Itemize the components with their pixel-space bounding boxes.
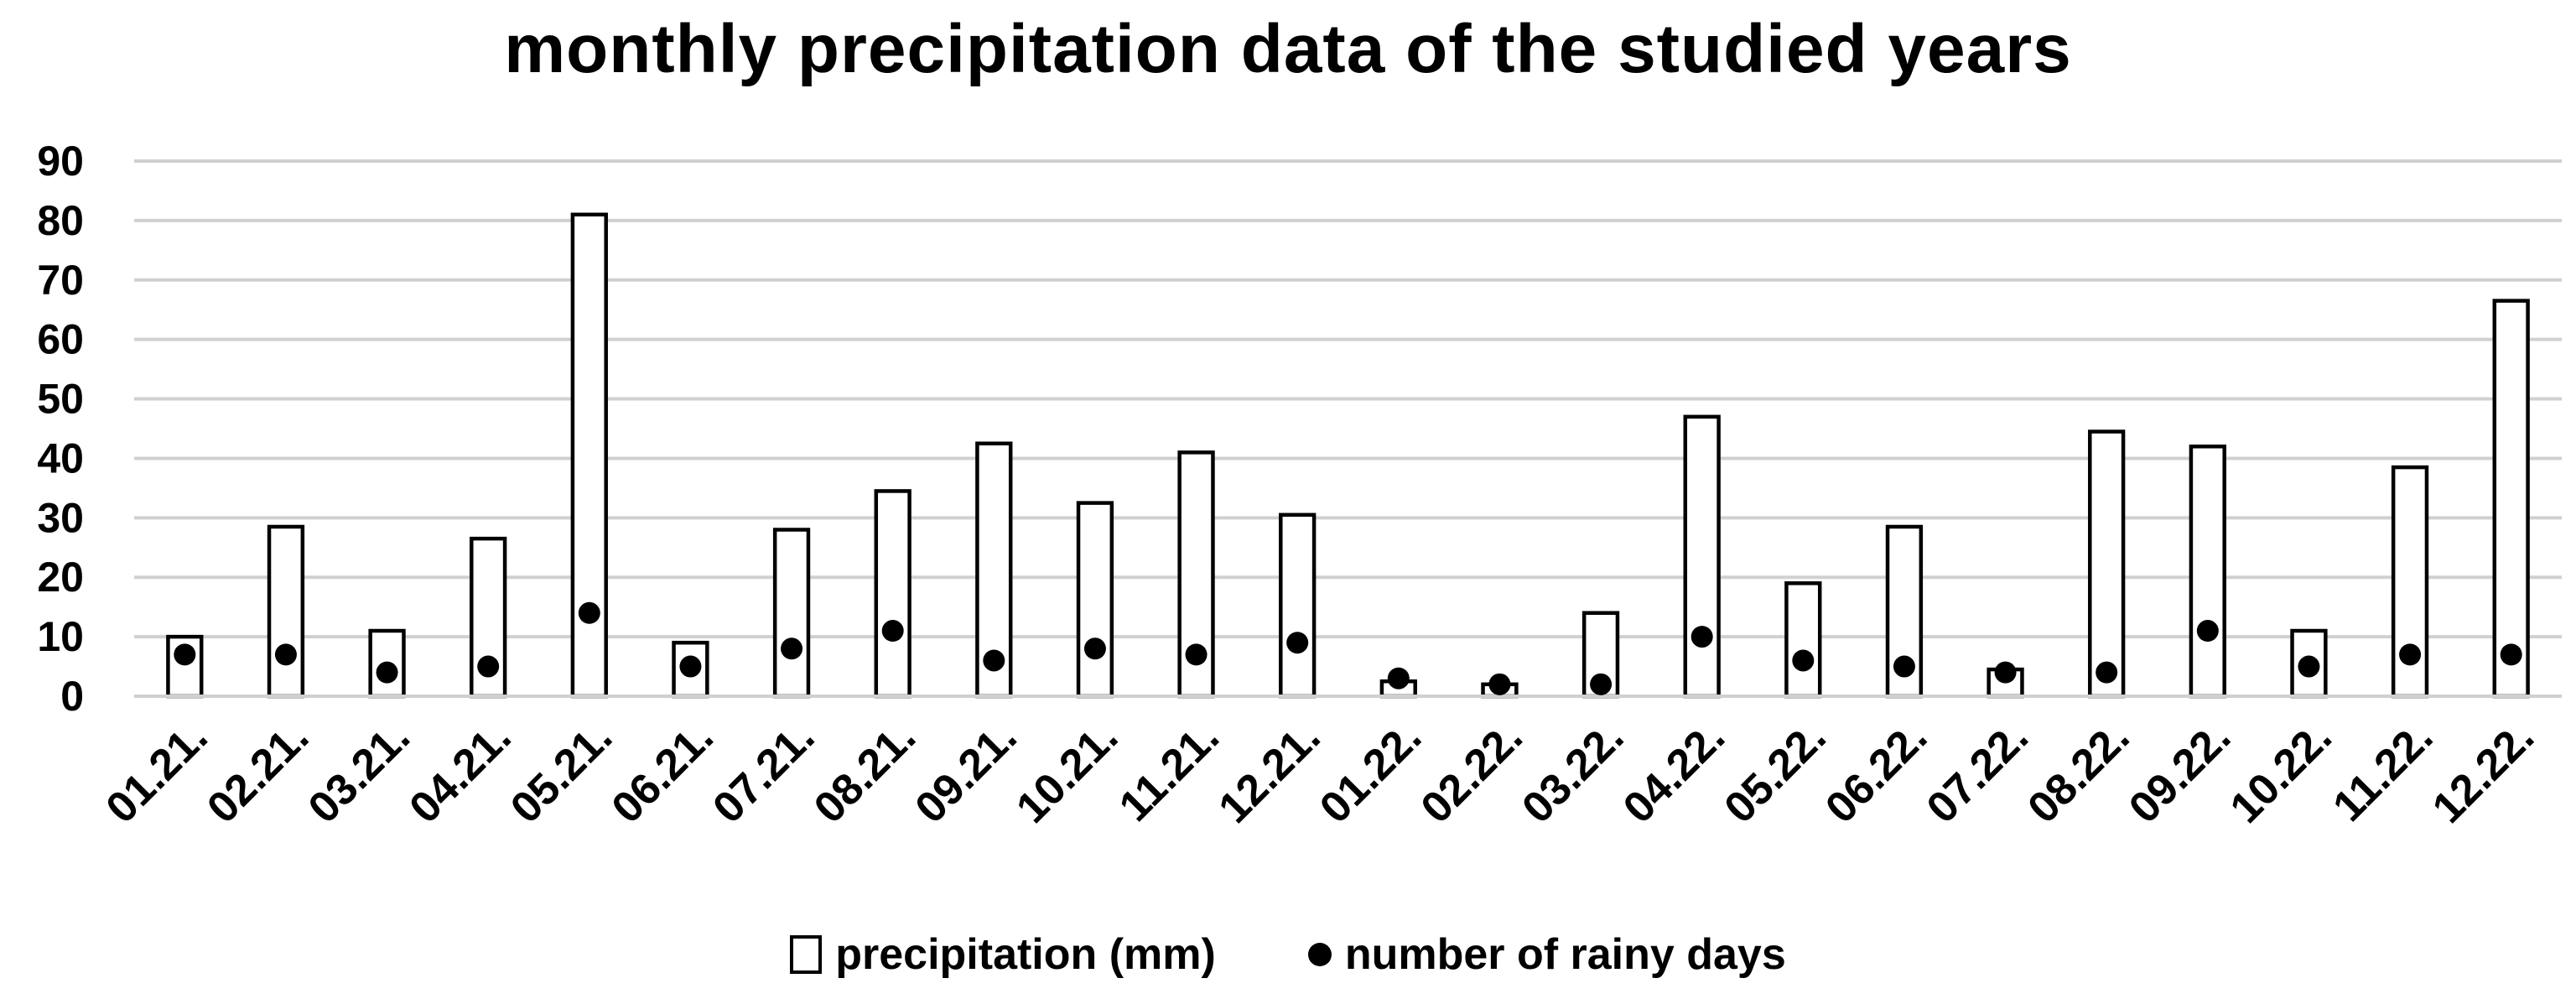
rainy-days-point xyxy=(983,649,1005,672)
rainy-days-point xyxy=(1387,667,1410,689)
rainy-days-point xyxy=(1792,649,1815,672)
x-tick-label: 05.21. xyxy=(501,712,621,832)
precipitation-bar xyxy=(2088,429,2126,699)
y-tick-label: 50 xyxy=(37,376,84,423)
x-tick-label: 08.22. xyxy=(2018,712,2138,832)
rainy-days-point xyxy=(477,655,500,678)
x-tick-label: 04.21. xyxy=(400,712,520,832)
gridlines xyxy=(134,159,2562,639)
y-tick-label: 70 xyxy=(37,257,84,304)
x-tick-label: 01.21. xyxy=(97,712,217,832)
rainy-days-point xyxy=(1893,655,1915,678)
precipitation-bars xyxy=(166,212,2530,699)
x-tick-label: 09.22. xyxy=(2120,712,2240,832)
rainy-days-point xyxy=(2500,643,2522,666)
rainy-days-point xyxy=(274,643,297,666)
legend: precipitation (mm) number of rainy days xyxy=(0,929,2576,980)
precipitation-bar xyxy=(2492,299,2530,699)
x-tick-label: 04.22. xyxy=(1614,712,1734,832)
rainy-days-point xyxy=(578,601,600,624)
x-tick-label: 12.21. xyxy=(1209,712,1329,832)
precipitation-bar xyxy=(772,528,811,699)
y-axis-ticks: 0 10 20 30 40 50 60 70 80 90 xyxy=(37,138,84,720)
x-tick-label: 10.22. xyxy=(2221,712,2341,832)
precipitation-bar xyxy=(1784,581,1822,699)
x-tick-label: 03.22. xyxy=(1513,712,1633,832)
rainy-days-point xyxy=(1286,632,1309,654)
rainy-days-point xyxy=(2298,655,2320,678)
x-tick-label: 11.22. xyxy=(2324,712,2442,830)
rainy-days-point xyxy=(1994,661,2017,684)
rainy-days-point xyxy=(1185,643,1208,666)
legend-bar-swatch xyxy=(790,935,823,974)
x-tick-label: 02.22. xyxy=(1412,712,1532,832)
y-tick-label: 40 xyxy=(37,434,84,481)
rainy-days-points xyxy=(174,601,2522,695)
y-tick-label: 90 xyxy=(37,138,84,185)
precipitation-bar xyxy=(1279,513,1317,699)
precipitation-bar xyxy=(570,212,608,699)
x-tick-label: 06.22. xyxy=(1816,712,1936,832)
legend-dot-swatch xyxy=(1307,943,1332,966)
precipitation-bar xyxy=(1076,501,1114,699)
y-tick-label: 30 xyxy=(37,494,84,541)
rainy-days-point xyxy=(1488,673,1511,695)
x-tick-label: 06.21. xyxy=(603,712,723,832)
y-tick-label: 10 xyxy=(37,613,84,660)
rainy-days-point xyxy=(2196,620,2219,643)
rainy-days-point xyxy=(1590,673,1613,695)
x-tick-label: 09.21. xyxy=(906,712,1026,832)
x-tick-label: 12.22. xyxy=(2423,712,2543,832)
y-tick-label: 60 xyxy=(37,316,84,363)
precipitation-bar xyxy=(267,524,305,699)
x-tick-label: 07.21. xyxy=(704,712,823,832)
y-tick-label: 20 xyxy=(37,554,84,601)
rainy-days-point xyxy=(1690,626,1713,648)
rainy-days-point xyxy=(881,620,904,643)
x-tick-label: 02.21. xyxy=(198,712,318,832)
rainy-days-point xyxy=(376,661,398,684)
x-tick-label: 07.22. xyxy=(1918,712,2038,832)
y-tick-label: 80 xyxy=(37,197,84,244)
rainy-days-point xyxy=(2399,643,2422,666)
legend-label-precipitation: precipitation (mm) xyxy=(835,930,1216,979)
x-tick-label: 03.21. xyxy=(299,712,419,832)
x-tick-label: 11.21. xyxy=(1110,712,1228,830)
rainy-days-point xyxy=(174,643,196,666)
precipitation-bar xyxy=(1683,414,1721,699)
chart-title: monthly precipitation data of the studie… xyxy=(504,11,2072,87)
x-tick-label: 01.22. xyxy=(1311,712,1431,832)
rainy-days-point xyxy=(2096,661,2118,684)
x-tick-label: 10.21. xyxy=(1007,712,1127,832)
y-tick-label: 0 xyxy=(60,673,84,720)
precipitation-bar xyxy=(1885,524,1924,699)
rainy-days-point xyxy=(781,637,803,660)
x-tick-label: 05.22. xyxy=(1716,712,1836,832)
precipitation-bar xyxy=(874,489,911,699)
x-tick-label: 08.21. xyxy=(805,712,925,832)
precipitation-bar xyxy=(2189,445,2226,699)
rainy-days-point xyxy=(679,655,702,678)
rainy-days-point xyxy=(1083,637,1106,660)
legend-label-rainy-days: number of rainy days xyxy=(1344,930,1786,979)
legend-item-precipitation: precipitation (mm) xyxy=(790,929,1216,980)
x-axis-ticks: 01.21.02.21.03.21.04.21.05.21.06.21.07.2… xyxy=(97,712,2544,832)
legend-item-rainy-days: number of rainy days xyxy=(1307,929,1786,980)
